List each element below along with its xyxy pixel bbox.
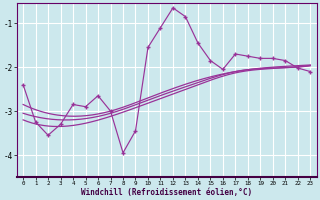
X-axis label: Windchill (Refroidissement éolien,°C): Windchill (Refroidissement éolien,°C)	[81, 188, 252, 197]
